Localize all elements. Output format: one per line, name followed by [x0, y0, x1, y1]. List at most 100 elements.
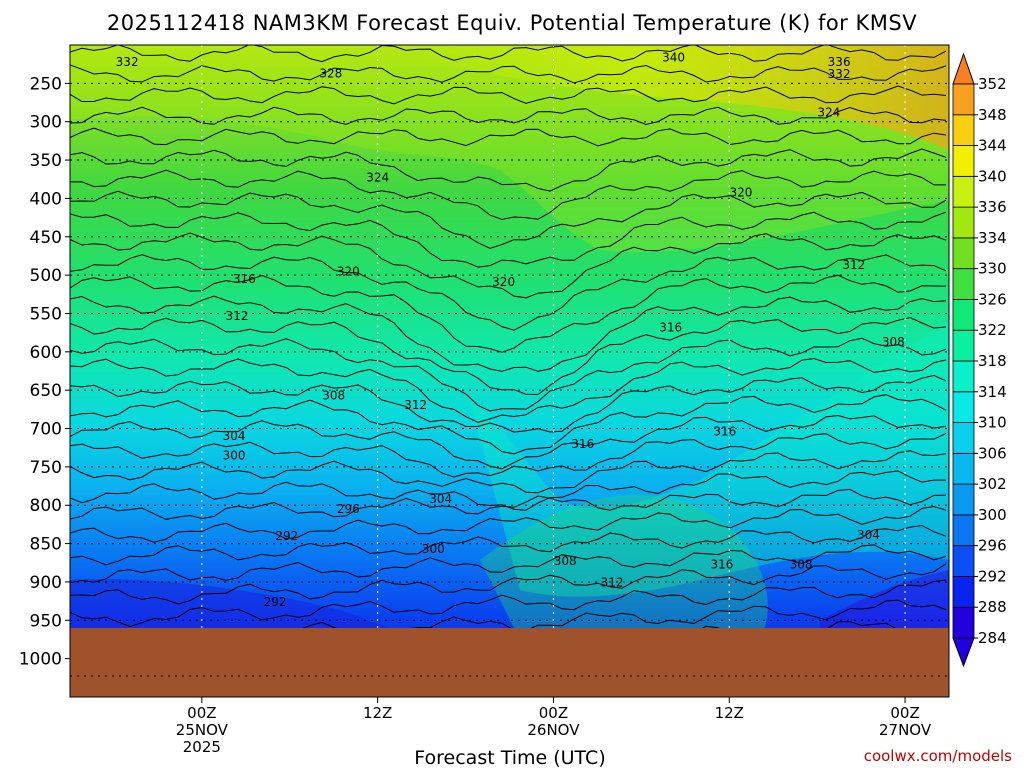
contour-label: 320	[492, 275, 515, 289]
y-tick-label: 900	[30, 573, 62, 593]
contour-label: 300	[422, 542, 445, 556]
colorbar-label: 310	[978, 414, 1007, 432]
contour-line	[70, 374, 947, 433]
colorbar-swatch	[952, 145, 975, 177]
contour-label: 304	[857, 528, 880, 542]
colorbar-swatch	[952, 545, 975, 577]
contour-label: 316	[713, 425, 736, 439]
contour-line	[70, 45, 947, 63]
x-tick-label: 00Z	[890, 704, 919, 722]
y-axis: 250 300 350 400 450 500 550 600 650 700 750 800 850 9…	[19, 74, 70, 670]
colorbar-label: 292	[978, 567, 1007, 585]
contour-label: 316	[659, 320, 682, 334]
contour-line	[70, 432, 947, 478]
ground-terrain	[70, 627, 949, 697]
contour-label: 292	[275, 529, 298, 543]
colorbar-swatch	[952, 83, 975, 116]
colorbar-low-arrow	[952, 637, 975, 668]
colorbar-label: 300	[978, 506, 1007, 524]
contour-line	[70, 414, 947, 470]
contour-line	[70, 232, 947, 299]
y-tick-label: 950	[30, 611, 62, 631]
y-tick-label: 500	[30, 266, 62, 286]
colorbar-swatch	[952, 422, 975, 454]
contour-label: 308	[790, 557, 813, 571]
y-tick-label: 700	[30, 420, 62, 440]
contour-label: 324	[817, 106, 840, 120]
contour-label: 320	[730, 185, 753, 199]
contour-label: 324	[366, 171, 389, 185]
x-tick-label: 12Z	[363, 704, 392, 722]
contour-line	[70, 254, 947, 331]
contour-label: 296	[337, 502, 360, 516]
contour-line	[70, 357, 947, 423]
contour-label: 316	[571, 437, 594, 451]
colorbar-swatch	[952, 206, 975, 239]
x-tick-label: 00Z	[539, 704, 568, 722]
colorbar-swatch	[952, 175, 975, 208]
colorbar-label: 284	[978, 629, 1007, 647]
colorbar-swatch	[952, 576, 975, 608]
contour-line	[70, 274, 947, 353]
x-tick-label: 25NOV	[176, 721, 229, 739]
colorbar-swatch	[952, 391, 975, 423]
colorbar-swatch	[952, 268, 975, 300]
colorbar-label: 318	[978, 352, 1007, 370]
y-tick-label: 650	[30, 381, 62, 401]
colorbar-label: 288	[978, 598, 1007, 616]
colorbar-swatch	[952, 360, 975, 393]
x-tick-label: 26NOV	[527, 721, 580, 739]
contour-line	[70, 85, 947, 105]
contour-label: 332	[828, 67, 851, 81]
contour-label: 308	[322, 389, 345, 403]
contour-label: 316	[710, 557, 733, 571]
colorbar-label: 296	[978, 537, 1007, 555]
contour-line	[70, 337, 947, 412]
y-tick-label: 400	[30, 189, 62, 209]
contour-label: 312	[226, 309, 249, 323]
colorbar-swatch	[952, 114, 975, 146]
colorbar-label: 336	[978, 198, 1007, 216]
contour-label: 304	[223, 429, 246, 443]
y-tick-label: 250	[30, 74, 62, 94]
y-tick-label: 450	[30, 228, 62, 248]
chart-title: 2025112418 NAM3KM Forecast Equiv. Potent…	[107, 11, 917, 35]
colorbar-swatch	[952, 483, 975, 516]
colorbar-swatch	[952, 606, 975, 639]
contour-label: 308	[882, 335, 905, 349]
contour-label: 340	[662, 50, 685, 64]
contour-line	[70, 148, 947, 192]
colorbar-label: 344	[978, 137, 1007, 155]
contour-label: 308	[554, 554, 577, 568]
plot-frame	[69, 44, 950, 698]
x-tick-label: 2025	[183, 738, 221, 756]
upper-warm-region	[420, 45, 949, 150]
y-tick-label: 550	[30, 304, 62, 324]
colorbar-high-arrow	[952, 52, 975, 85]
colorbar-label: 334	[978, 229, 1007, 247]
y-tick-label: 1000	[19, 650, 62, 670]
contour-label: 316	[233, 272, 256, 286]
contour-line	[70, 563, 947, 605]
colorbar-swatch	[952, 452, 975, 485]
contour-line	[70, 169, 946, 221]
contour-line	[70, 64, 947, 84]
contour-line	[70, 106, 947, 126]
contour-label: 332	[116, 55, 139, 69]
contour-line	[70, 295, 947, 372]
y-tick-label: 350	[30, 151, 62, 171]
y-tick-label: 800	[30, 496, 62, 516]
x-tick-label: 00Z	[187, 704, 216, 722]
contour-line	[70, 127, 947, 147]
colorbar-label: 340	[978, 167, 1007, 185]
x-tick-label: 12Z	[715, 704, 744, 722]
contour-label: 312	[404, 398, 427, 412]
colorbar-label: 352	[978, 75, 1007, 93]
midlevel-cyan-tongue	[470, 320, 949, 597]
colorbar-label: 330	[978, 260, 1007, 278]
contour-line	[70, 525, 947, 566]
contour-label: 304	[429, 492, 452, 506]
